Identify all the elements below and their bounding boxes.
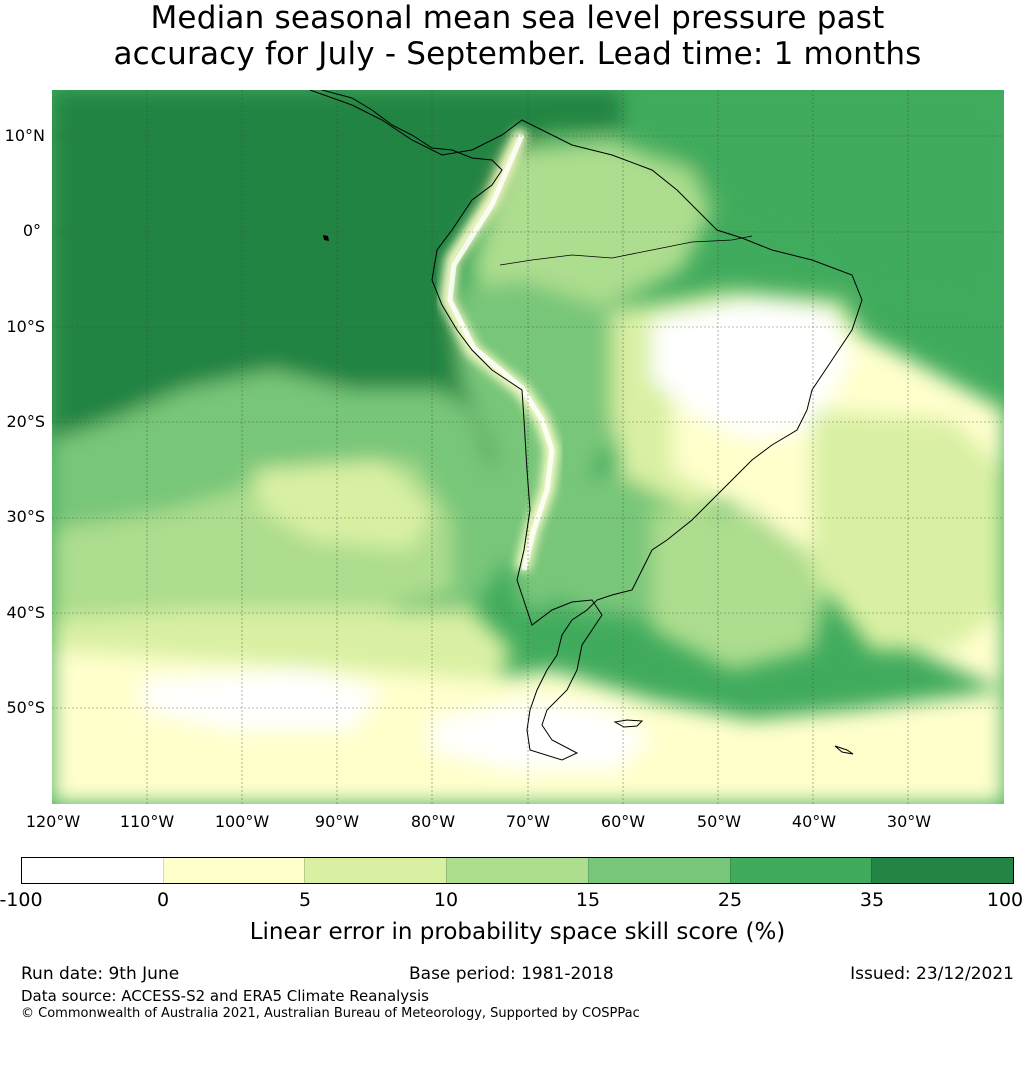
colorbar-segment xyxy=(871,858,1014,883)
base-period: Base period: 1981-2018 xyxy=(409,964,614,984)
southern-ocean-white-1 xyxy=(142,670,382,730)
lon-label-60W: 60°W xyxy=(600,812,646,831)
atlantic-mid-pale xyxy=(652,510,832,670)
amazon-river xyxy=(499,235,753,266)
issued-date: Issued: 23/12/2021 xyxy=(850,964,1014,984)
lon-label-100W: 100°W xyxy=(214,812,270,831)
title-line-2: accuracy for July - September. Lead time… xyxy=(113,36,922,72)
galapagos-islands xyxy=(323,235,329,241)
lat-label-40S: 40°S xyxy=(6,603,45,622)
amazon-region xyxy=(472,140,712,330)
colorbar-segment xyxy=(22,858,163,883)
colorbar xyxy=(21,857,1014,884)
title-line-1: Median seasonal mean sea level pressure … xyxy=(150,0,885,36)
lat-label-0: 0° xyxy=(22,221,41,240)
run-date: Run date: 9th June xyxy=(21,964,180,984)
lon-label-70W: 70°W xyxy=(505,812,551,831)
lat-label-50S: 50°S xyxy=(6,698,45,717)
colorbar-segment xyxy=(304,858,447,883)
falkland-islands xyxy=(613,719,644,728)
lat-label-20S: 20°S xyxy=(6,412,45,431)
colorbar-tick: 35 xyxy=(859,889,885,911)
colorbar-tick: 5 xyxy=(298,889,312,911)
colorbar-segment xyxy=(446,858,588,883)
south-pacific-pale-patch xyxy=(252,460,432,550)
colorbar-segment xyxy=(587,858,730,883)
colorbar-tick: 100 xyxy=(986,889,1024,911)
lon-label-50W: 50°W xyxy=(696,812,742,831)
colorbar-tick: 10 xyxy=(433,889,459,911)
lon-label-40W: 40°W xyxy=(791,812,837,831)
lat-label-10S: 10°S xyxy=(6,317,45,336)
south-america-coastline xyxy=(309,90,863,761)
lat-label-30S: 30°S xyxy=(6,507,45,526)
colorbar-tick: -100 xyxy=(0,889,43,911)
southern-ocean-white-2 xyxy=(432,700,652,770)
colorbar-segment xyxy=(162,858,305,883)
brazil-white-core xyxy=(652,300,852,440)
lon-label-80W: 80°W xyxy=(410,812,456,831)
colorbar-tick: 15 xyxy=(575,889,601,911)
south-georgia xyxy=(834,745,854,755)
lon-label-30W: 30°W xyxy=(886,812,932,831)
copyright: © Commonwealth of Australia 2021, Austra… xyxy=(21,1006,640,1021)
chart-title: Median seasonal mean sea level pressure … xyxy=(0,0,1035,72)
colorbar-tick: 25 xyxy=(717,889,743,911)
lon-label-110W: 110°W xyxy=(119,812,175,831)
colorbar-segment xyxy=(729,858,872,883)
andes-white-ridge xyxy=(447,134,555,571)
colorbar-tick: 0 xyxy=(156,889,170,911)
data-source: Data source: ACCESS-S2 and ERA5 Climate … xyxy=(21,987,429,1005)
lon-label-90W: 90°W xyxy=(314,812,360,831)
lon-label-120W: 120°W xyxy=(25,812,81,831)
lat-label-10N: 10°N xyxy=(4,126,45,145)
skill-score-map xyxy=(52,90,1004,804)
colorbar-label: Linear error in probability space skill … xyxy=(249,919,786,945)
